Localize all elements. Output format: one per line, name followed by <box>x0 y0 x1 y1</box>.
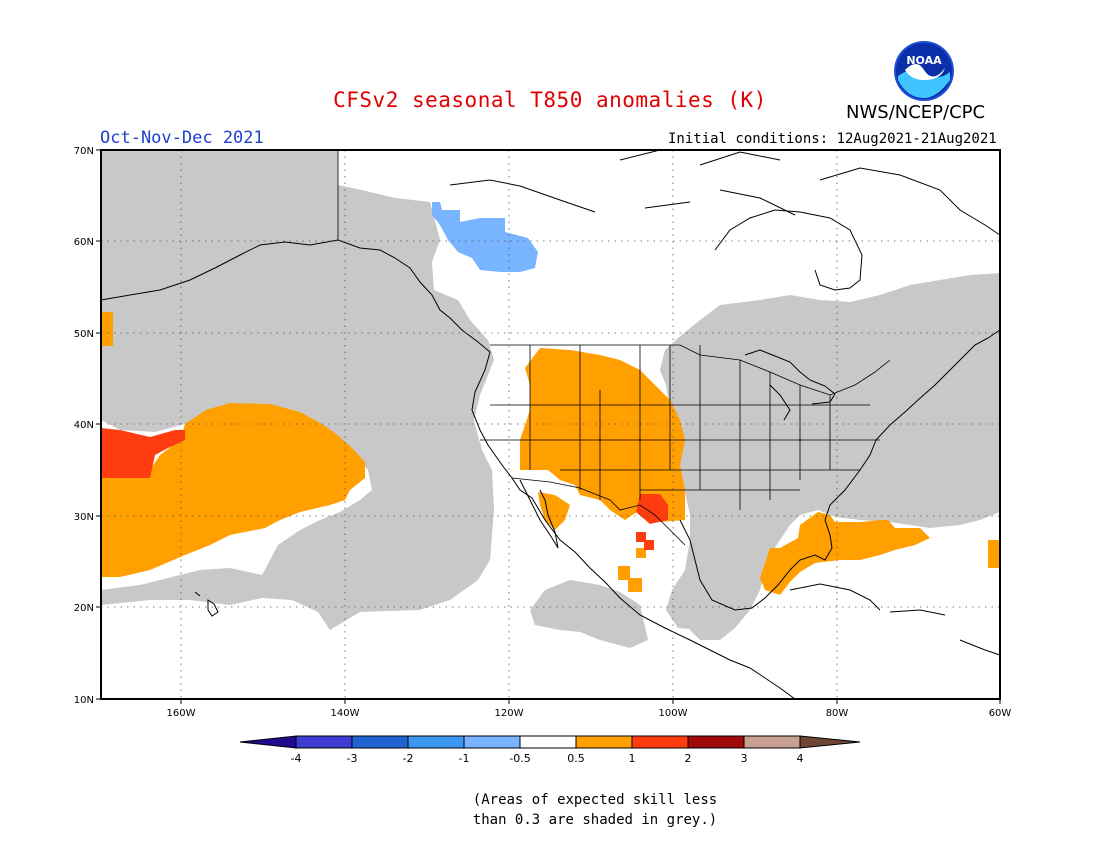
colorbar-tick: -4 <box>291 752 302 765</box>
colorbar-tick: -2 <box>403 752 414 765</box>
initial-conditions: Initial conditions: 12Aug2021-21Aug2021 <box>668 131 997 147</box>
colorbar-tick: 4 <box>797 752 804 765</box>
forecast-period: Oct-Nov-Dec 2021 <box>100 128 264 148</box>
lon-label-100w: 100W <box>659 708 688 719</box>
lon-label-60w: 60W <box>989 708 1012 719</box>
footnote-line-1: (Areas of expected skill less <box>472 792 718 808</box>
latitude-labels: 70N 60N 50N 40N 30N 20N 10N <box>74 146 94 706</box>
colorbar-swatch <box>463 735 521 749</box>
political-borders <box>337 150 891 546</box>
lon-label-120w: 120W <box>495 708 524 719</box>
lat-label-40n: 40N <box>74 420 94 431</box>
colorbar-tick: -3 <box>347 752 358 765</box>
lat-label-10n: 10N <box>74 695 94 706</box>
lon-label-140w: 140W <box>331 708 360 719</box>
colorbar-swatch <box>687 735 745 749</box>
colorbar-left-arrow <box>239 735 297 749</box>
noaa-logo: NOAA <box>894 41 954 101</box>
lat-label-70n: 70N <box>74 146 94 157</box>
lat-label-30n: 30N <box>74 512 94 523</box>
agency-label: NWS/NCEP/CPC <box>846 102 986 123</box>
colorbar-swatch <box>295 735 353 749</box>
lon-label-80w: 80W <box>826 708 849 719</box>
colorbar-tick: 3 <box>741 752 748 765</box>
colorbar-swatch <box>351 735 409 749</box>
graticule <box>101 150 1000 699</box>
longitude-labels: 160W 140W 120W 100W 80W 60W <box>167 708 1012 719</box>
colorbar-right-arrow <box>799 735 861 749</box>
colorbar-swatch <box>631 735 689 749</box>
colorbar-swatch <box>407 735 465 749</box>
colorbar-swatch <box>743 735 801 749</box>
colorbar: -4 -3 -2 -1 -0.5 0.5 1 2 3 4 <box>239 735 861 765</box>
lat-label-20n: 20N <box>74 603 94 614</box>
footnote-line-2: than 0.3 are shaded in grey.) <box>472 812 718 828</box>
coastlines <box>100 149 1001 700</box>
colorbar-tick: -1 <box>459 752 470 765</box>
strong-warm-anomaly-areas <box>101 428 668 550</box>
warm-anomaly-areas <box>101 312 1000 595</box>
axis-ticks <box>96 149 1001 704</box>
colorbar-swatch <box>575 735 633 749</box>
lat-label-50n: 50N <box>74 329 94 340</box>
lon-label-160w: 160W <box>167 708 196 719</box>
map-panel: 160W 140W 120W 100W 80W 60W 70N 60N 50N … <box>74 146 1012 719</box>
colorbar-tick: 2 <box>685 752 692 765</box>
cool-anomaly-area <box>432 202 538 272</box>
colorbar-swatch <box>519 735 577 749</box>
colorbar-tick: -0.5 <box>509 752 530 765</box>
map-title: CFSv2 seasonal T850 anomalies (K) <box>333 88 767 112</box>
colorbar-tick: 1 <box>629 752 636 765</box>
lat-label-60n: 60N <box>74 237 94 248</box>
logo-text: NOAA <box>906 54 942 67</box>
colorbar-tick: 0.5 <box>567 752 585 765</box>
